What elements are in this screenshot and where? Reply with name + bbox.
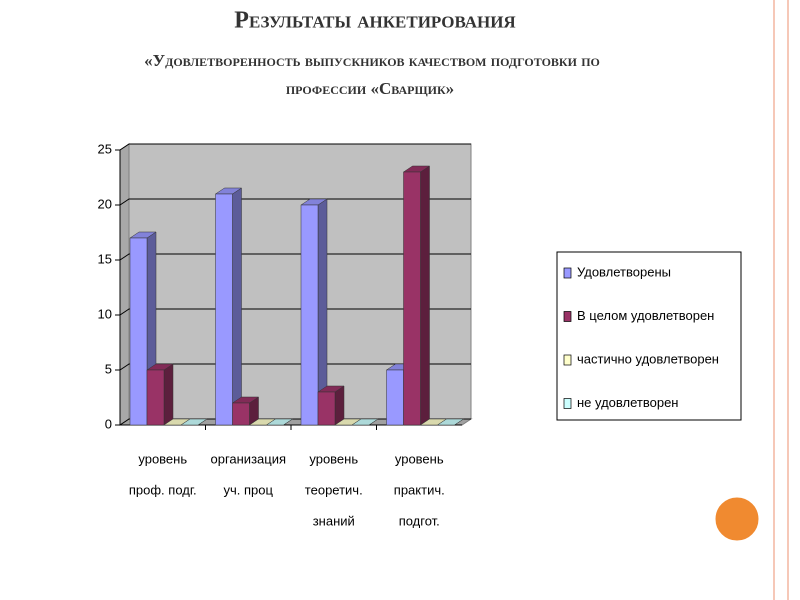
bar-side (232, 187, 242, 426)
bar-side (334, 385, 345, 426)
y-tick-label: 15 (98, 251, 112, 266)
legend-swatch (563, 354, 572, 366)
x-tick-label: уровень (395, 451, 444, 466)
x-tick-label: практич. (394, 482, 445, 497)
legend-box (556, 251, 742, 421)
bar (386, 369, 404, 426)
subtitle: профессии «Сварщик» (286, 79, 454, 98)
grid-line (119, 308, 471, 316)
x-tick-label: проф. подг. (129, 482, 197, 497)
bar-side (163, 363, 174, 426)
bar-top (436, 418, 465, 426)
grid-line (119, 363, 471, 371)
y-tick-label: 0 (105, 416, 112, 431)
bar (146, 369, 165, 426)
bar-side (420, 165, 430, 426)
bar (403, 171, 421, 426)
legend-label: В целом удовлетворен (577, 308, 714, 323)
y-tick-label: 10 (98, 306, 112, 321)
y-tick-label: 25 (98, 141, 112, 156)
y-tick-label: 5 (105, 361, 112, 376)
decor-circle (712, 494, 762, 544)
bar-top (351, 418, 379, 426)
bar-top (265, 418, 294, 426)
legend-label: Удовлетворены (577, 264, 671, 279)
legend-swatch (563, 311, 572, 322)
legend-label: частично удовлетворен (577, 351, 719, 366)
bar-top (180, 418, 208, 426)
subtitle: «Удовлетворенность выпускников качеством… (144, 51, 600, 70)
grid-line (119, 198, 471, 206)
legend-swatch (563, 267, 572, 279)
x-tick-label: теоретич. (305, 482, 363, 497)
bar (317, 391, 336, 426)
grid-line (119, 253, 471, 261)
grid-line (119, 143, 471, 151)
side-wall (119, 143, 130, 426)
x-tick-label: уч. проц (224, 482, 274, 497)
bar (215, 193, 233, 426)
bar (129, 237, 148, 426)
legend-swatch (563, 398, 572, 409)
bar (232, 402, 250, 426)
legend-label: не удовлетворен (577, 395, 678, 410)
x-tick-label: уровень (138, 451, 187, 466)
x-tick-label: уровень (309, 451, 358, 466)
x-tick-label: организация (210, 451, 286, 466)
bar (300, 204, 319, 426)
title: Результаты анкетирования (234, 8, 515, 34)
x-tick-label: знаний (313, 513, 355, 528)
y-tick-label: 20 (98, 196, 112, 211)
x-tick-label: подгот. (399, 513, 440, 528)
